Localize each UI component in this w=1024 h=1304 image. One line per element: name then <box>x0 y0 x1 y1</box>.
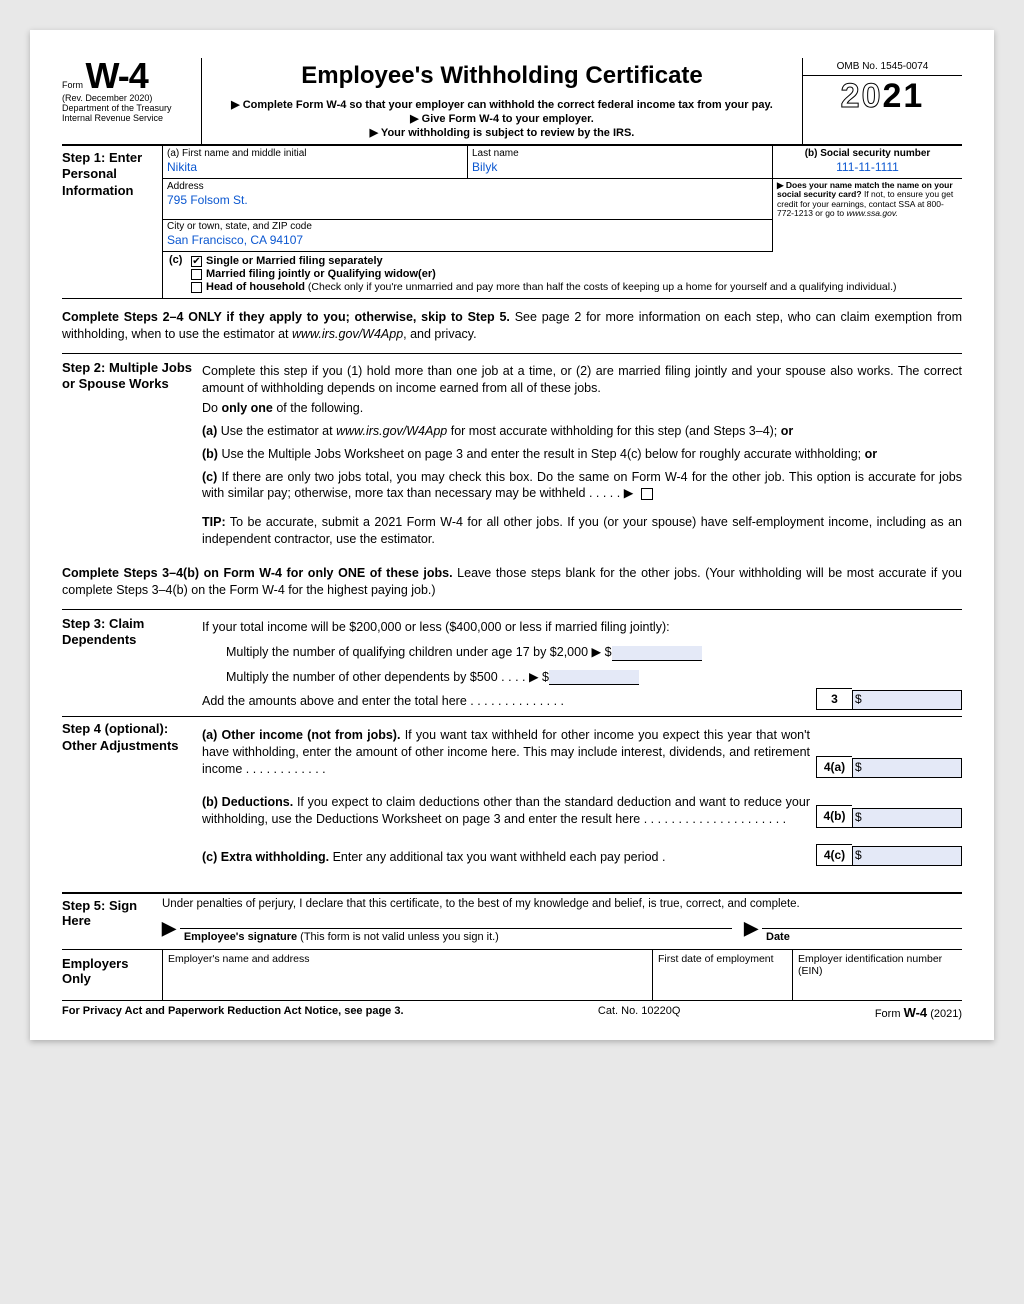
step-2-body: Complete this step if you (1) hold more … <box>202 360 962 551</box>
instr-line-3: ▶ Your withholding is subject to review … <box>208 126 796 139</box>
address-cell: Address 795 Folsom St. <box>162 179 772 220</box>
form-code: W-4 <box>86 55 148 96</box>
step-2-doonly: Do only one of the following. <box>202 400 962 417</box>
form-header: Form W-4 (Rev. December 2020) Department… <box>62 58 962 146</box>
caret-icon: ▶ <box>732 928 762 945</box>
step-5-body: Under penalties of perjury, I declare th… <box>162 894 962 949</box>
last-name-cell: Last name Bilyk <box>467 146 772 179</box>
header-right: OMB No. 1545-0074 2021 <box>802 58 962 144</box>
dep-children-line: Multiply the number of qualifying childr… <box>226 644 810 661</box>
line-4c-amount[interactable]: $ <box>852 846 962 866</box>
first-date-employment[interactable]: First date of employment <box>652 950 792 1000</box>
address-value[interactable]: 795 Folsom St. <box>167 192 768 209</box>
step-2-intro: Complete this step if you (1) hold more … <box>202 363 962 397</box>
perjury-declaration: Under penalties of perjury, I declare th… <box>162 898 962 910</box>
step-2-opt-c: (c) If there are only two jobs total, yo… <box>202 469 962 503</box>
step-2-options: (a) Use the estimator at www.irs.gov/W4A… <box>202 423 962 503</box>
employer-name-address[interactable]: Employer's name and address <box>162 950 652 1000</box>
filing-opt-single[interactable]: ✔Single or Married filing separately <box>191 255 962 267</box>
employer-ein[interactable]: Employer identification number (EIN) <box>792 950 962 1000</box>
irs: Internal Revenue Service <box>62 114 193 124</box>
city-value[interactable]: San Francisco, CA 94107 <box>167 232 768 249</box>
ssn-site: www.ssa.gov. <box>846 208 897 218</box>
ssn-cell: (b) Social security number 111-11-1111 <box>772 146 962 179</box>
checkbox-single[interactable]: ✔ <box>191 256 202 267</box>
step-1-label: Step 1: Enter Personal Information <box>62 146 162 298</box>
first-name-label: (a) First name and middle initial <box>167 148 463 159</box>
employers-label: Employers Only <box>62 950 162 1000</box>
step-1-fields: (a) First name and middle initial Nikita… <box>162 146 962 298</box>
step-4: Step 4 (optional): Other Adjustments (a)… <box>62 716 962 866</box>
instructions-2: Complete Steps 3–4(b) on Form W-4 for on… <box>62 565 962 599</box>
instructions-1: Complete Steps 2–4 ONLY if they apply to… <box>62 309 962 343</box>
line-4b-amount[interactable]: $ <box>852 808 962 828</box>
step-5: Step 5: Sign Here Under penalties of per… <box>62 892 962 950</box>
line-3-amount[interactable]: $ <box>852 690 962 710</box>
dep-other-line: Multiply the number of other dependents … <box>226 669 810 686</box>
line-4b-number: 4(b) <box>816 805 852 827</box>
dep-other-amount[interactable] <box>549 670 639 685</box>
w4-form-page: Form W-4 (Rev. December 2020) Department… <box>30 30 994 1040</box>
step-3-label: Step 3: Claim Dependents <box>62 616 202 711</box>
omb-number: OMB No. 1545-0074 <box>803 58 962 76</box>
filing-status: (c) ✔Single or Married filing separately… <box>162 252 962 298</box>
step-5-label: Step 5: Sign Here <box>62 894 162 949</box>
dep-total-line: Add the amounts above and enter the tota… <box>202 693 810 710</box>
year-solid: 21 <box>883 77 925 115</box>
instr-line-2: ▶ Give Form W-4 to your employer. <box>208 112 796 125</box>
step-4-label: Step 4 (optional): Other Adjustments <box>62 721 202 866</box>
line-4a-amount[interactable]: $ <box>852 758 962 778</box>
footer-catno: Cat. No. 10220Q <box>598 1005 681 1020</box>
line-4c-number: 4(c) <box>816 844 852 866</box>
step-2-opt-a: (a) Use the estimator at www.irs.gov/W4A… <box>202 423 962 440</box>
step-2-tip: TIP: To be accurate, submit a 2021 Form … <box>202 514 962 548</box>
step-3-intro: If your total income will be $200,000 or… <box>202 619 810 636</box>
step-4-body: (a) Other income (not from jobs). If you… <box>202 721 962 866</box>
employers-section: Employers Only Employer's name and addre… <box>62 950 962 1001</box>
step-3-body: If your total income will be $200,000 or… <box>202 616 962 711</box>
last-name-value[interactable]: Bilyk <box>472 159 768 176</box>
step-1: Step 1: Enter Personal Information (a) F… <box>62 146 962 299</box>
form-word: Form <box>62 80 83 90</box>
caret-icon: ▶ <box>162 928 180 945</box>
ssn-label: (b) Social security number <box>777 148 958 159</box>
city-label: City or town, state, and ZIP code <box>167 221 768 232</box>
line-4a-number: 4(a) <box>816 756 852 778</box>
date-field[interactable]: Date <box>762 928 962 945</box>
line-3-number: 3 <box>816 688 852 710</box>
step-2c-checkbox[interactable] <box>641 488 653 500</box>
city-cell: City or town, state, and ZIP code San Fr… <box>162 219 772 252</box>
ssn-note: ▶ Does your name match the name on your … <box>772 179 962 220</box>
footer-privacy: For Privacy Act and Paperwork Reduction … <box>62 1005 404 1020</box>
ssn-value[interactable]: 111-11-1111 <box>777 159 958 176</box>
address-label: Address <box>167 181 768 192</box>
filing-opt-married[interactable]: Married filing jointly or Qualifying wid… <box>191 268 962 280</box>
header-left: Form W-4 (Rev. December 2020) Department… <box>62 58 202 144</box>
instr-line-1: ▶ Complete Form W-4 so that your employe… <box>208 98 796 111</box>
last-name-label: Last name <box>472 148 768 159</box>
step-2-opt-b: (b) Use the Multiple Jobs Worksheet on p… <box>202 446 962 463</box>
step-3: Step 3: Claim Dependents If your total i… <box>62 616 962 711</box>
first-name-value[interactable]: Nikita <box>167 159 463 176</box>
filing-opt-hoh[interactable]: Head of household (Check only if you're … <box>191 281 962 293</box>
header-mid: Employee's Withholding Certificate ▶ Com… <box>202 58 802 144</box>
signature-field[interactable]: Employee's signature (This form is not v… <box>180 928 732 945</box>
form-title: Employee's Withholding Certificate <box>208 62 796 90</box>
first-name-cell: (a) First name and middle initial Nikita <box>162 146 467 179</box>
checkbox-married[interactable] <box>191 269 202 280</box>
year-outline: 20 <box>841 77 883 115</box>
page-footer: For Privacy Act and Paperwork Reduction … <box>62 1005 962 1020</box>
footer-formref: Form W-4 (2021) <box>875 1005 962 1020</box>
dep-children-amount[interactable] <box>612 646 702 661</box>
step-2-label: Step 2: Multiple Jobs or Spouse Works <box>62 360 202 551</box>
checkbox-hoh[interactable] <box>191 282 202 293</box>
tax-year: 2021 <box>803 76 962 117</box>
step-2: Step 2: Multiple Jobs or Spouse Works Co… <box>62 360 962 551</box>
c-label: (c) <box>169 254 182 266</box>
